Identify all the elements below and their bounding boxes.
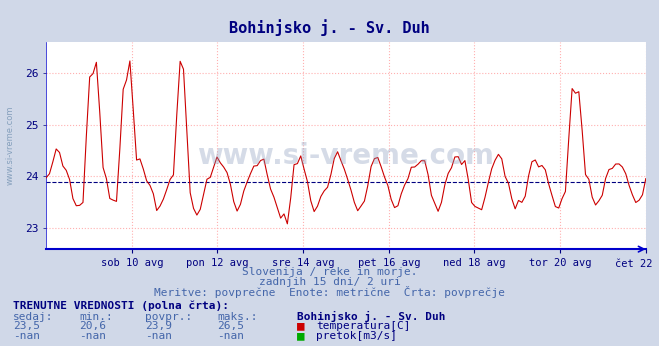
Text: min.:: min.: [79,312,113,322]
Text: 26,5: 26,5 [217,321,244,331]
Text: ■: ■ [297,319,304,333]
Text: Meritve: povprečne  Enote: metrične  Črta: povprečje: Meritve: povprečne Enote: metrične Črta:… [154,286,505,298]
Text: -nan: -nan [145,331,172,341]
Text: -nan: -nan [217,331,244,341]
Text: -nan: -nan [79,331,106,341]
Text: www.si-vreme.com: www.si-vreme.com [6,106,14,185]
Text: pretok[m3/s]: pretok[m3/s] [316,331,397,341]
Text: www.si-vreme.com: www.si-vreme.com [198,142,494,170]
Text: povpr.:: povpr.: [145,312,192,322]
Text: Bohinjsko j. - Sv. Duh: Bohinjsko j. - Sv. Duh [297,311,445,322]
Text: -nan: -nan [13,331,40,341]
Text: zadnjih 15 dni/ 2 uri: zadnjih 15 dni/ 2 uri [258,277,401,288]
Text: sedaj:: sedaj: [13,312,53,322]
Text: maks.:: maks.: [217,312,258,322]
Text: 23,9: 23,9 [145,321,172,331]
Text: Slovenija / reke in morje.: Slovenija / reke in morje. [242,267,417,277]
Text: temperatura[C]: temperatura[C] [316,321,411,331]
Text: 23,5: 23,5 [13,321,40,331]
Text: TRENUTNE VREDNOSTI (polna črta):: TRENUTNE VREDNOSTI (polna črta): [13,300,229,311]
Text: ■: ■ [297,329,304,342]
Text: Bohinjsko j. - Sv. Duh: Bohinjsko j. - Sv. Duh [229,19,430,36]
Text: 20,6: 20,6 [79,321,106,331]
